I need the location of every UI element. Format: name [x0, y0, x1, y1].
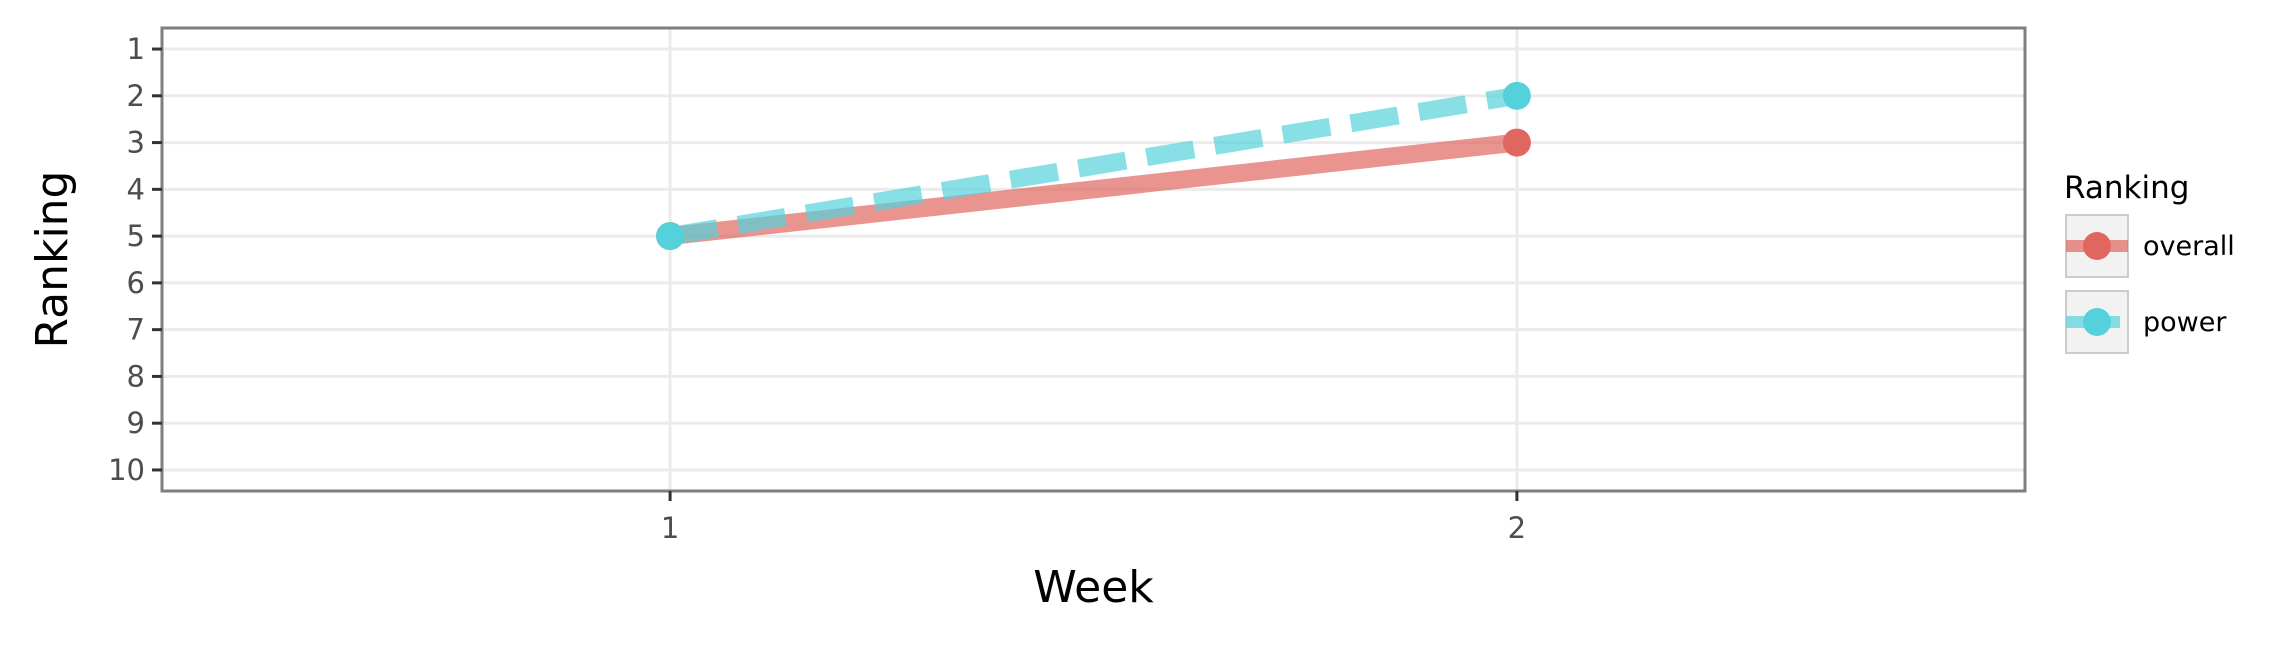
data-point-power	[1502, 81, 1531, 110]
legend-label-power: power	[2143, 307, 2227, 338]
y-tick-label: 6	[127, 266, 145, 300]
y-tick-label: 2	[127, 79, 145, 113]
legend-marker-overall	[2083, 232, 2111, 260]
legend: Ranking overall power	[2064, 170, 2235, 354]
x-tick-label: 1	[661, 511, 679, 545]
x-tick-label: 2	[1508, 511, 1526, 545]
plot-panel-border	[160, 26, 2027, 493]
y-tick-label: 10	[108, 453, 145, 487]
data-point-overall	[1502, 128, 1531, 157]
legend-marker-power	[2083, 308, 2111, 336]
data-point-power	[656, 222, 685, 251]
axes: 1 2 3 4 5 6 7 8 9 10 1 2	[108, 32, 1526, 545]
series	[656, 81, 1531, 251]
y-tick-label: 3	[127, 126, 145, 160]
x-axis-title: Week	[1033, 562, 1154, 613]
y-axis-title: Ranking	[27, 171, 78, 349]
series-line-power	[668, 86, 1519, 245]
y-tick-label: 9	[127, 406, 145, 440]
y-tick-label: 7	[127, 313, 145, 347]
y-tick-label: 1	[127, 32, 145, 66]
y-tick-label: 4	[127, 172, 145, 206]
legend-title: Ranking	[2064, 170, 2189, 206]
grid-lines	[162, 28, 2025, 491]
legend-label-overall: overall	[2143, 231, 2235, 262]
y-tick-label: 8	[127, 359, 145, 393]
y-tick-label: 5	[127, 219, 145, 253]
